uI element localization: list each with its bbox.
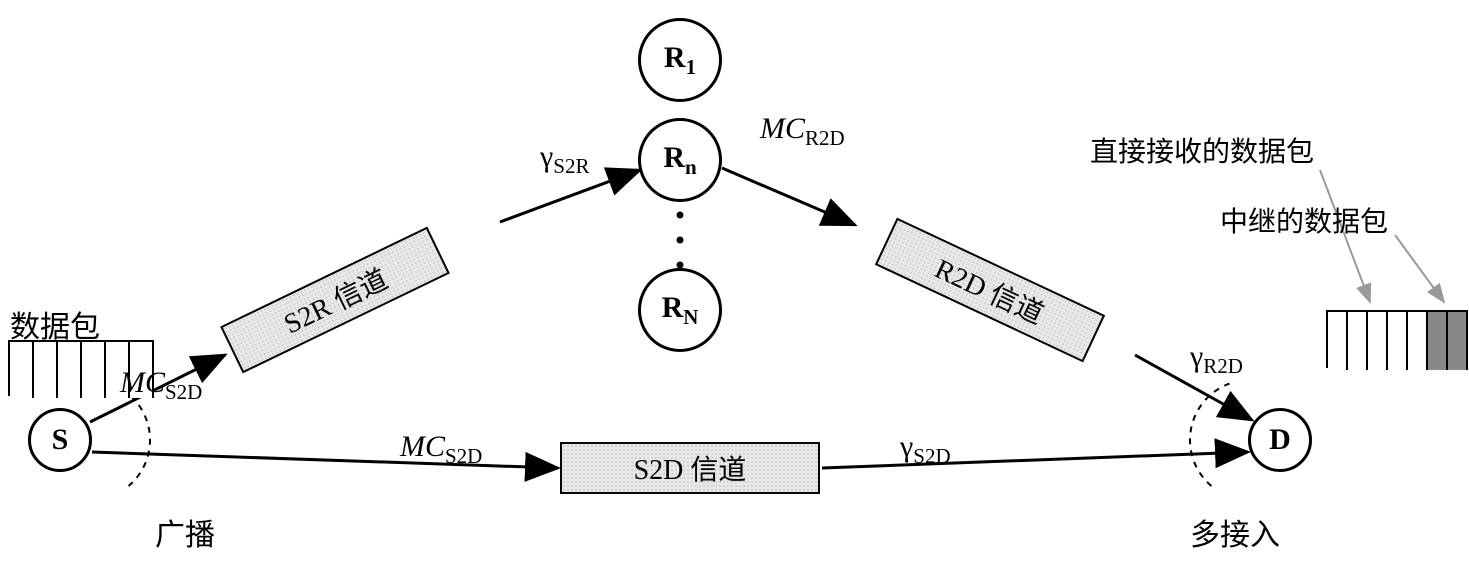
- channel-s2r-label: S2R 信道: [276, 258, 394, 342]
- packet-cell-direct: [1348, 312, 1368, 370]
- label-multi-access: 多接入: [1190, 510, 1280, 554]
- label-gamma-r2d: γR2D: [1190, 340, 1243, 379]
- node-relay-N: RN: [638, 268, 722, 352]
- packet-cell: [58, 342, 82, 398]
- channel-s2d: S2D 信道: [560, 442, 820, 494]
- channel-r2d-label: R2D 信道: [929, 247, 1051, 332]
- node-relay-1-label: R1: [664, 41, 696, 80]
- label-broadcast: 广播: [155, 510, 215, 554]
- channel-s2d-label: S2D 信道: [634, 448, 747, 488]
- node-source-label: S: [52, 423, 69, 457]
- arrow-S_to_S2Dbox: [92, 452, 558, 468]
- channel-r2d: R2D 信道: [875, 218, 1105, 363]
- arrow-S2Dbox_to_D: [822, 452, 1248, 468]
- label-gamma-s2d: γS2D: [900, 430, 951, 469]
- node-relay-n-label: Rn: [663, 141, 696, 180]
- packet-cell-relay: [1448, 312, 1468, 370]
- label-data-packet: 数据包: [10, 302, 100, 346]
- packet-cell: [10, 342, 34, 398]
- label-relay-rx: 中继的数据包: [1220, 200, 1388, 240]
- packet-cell-direct: [1408, 312, 1428, 370]
- label-direct-rx: 直接接收的数据包: [1090, 130, 1314, 170]
- label-mc-s2d-left: MCS2D: [120, 366, 202, 405]
- node-relay-n: Rn: [638, 118, 722, 202]
- label-gamma-s2r: γS2R: [540, 140, 589, 179]
- label-mc-r2d: MCR2D: [760, 112, 845, 151]
- node-destination: D: [1248, 408, 1312, 472]
- node-destination-label: D: [1269, 423, 1291, 457]
- packet-cell-direct: [1388, 312, 1408, 370]
- node-relay-1: R1: [638, 18, 722, 102]
- packet-cell-direct: [1328, 312, 1348, 370]
- ellipsis-dot: [677, 237, 684, 244]
- callout-relay: [1395, 235, 1444, 302]
- packet-cell-relay: [1428, 312, 1448, 370]
- packet-cell: [82, 342, 106, 398]
- arrow-Rn_to_R2Dbox: [722, 168, 855, 225]
- packet-cell-direct: [1368, 312, 1388, 370]
- ellipsis-dot: [677, 212, 684, 219]
- channel-s2r: S2R 信道: [220, 227, 450, 374]
- label-mc-s2d-mid: MCS2D: [400, 430, 482, 469]
- arc-multi: [1190, 384, 1229, 486]
- packet-cell: [34, 342, 58, 398]
- node-source: S: [28, 408, 92, 472]
- dest-packet-row: [1326, 310, 1468, 368]
- node-relay-N-label: RN: [662, 291, 699, 330]
